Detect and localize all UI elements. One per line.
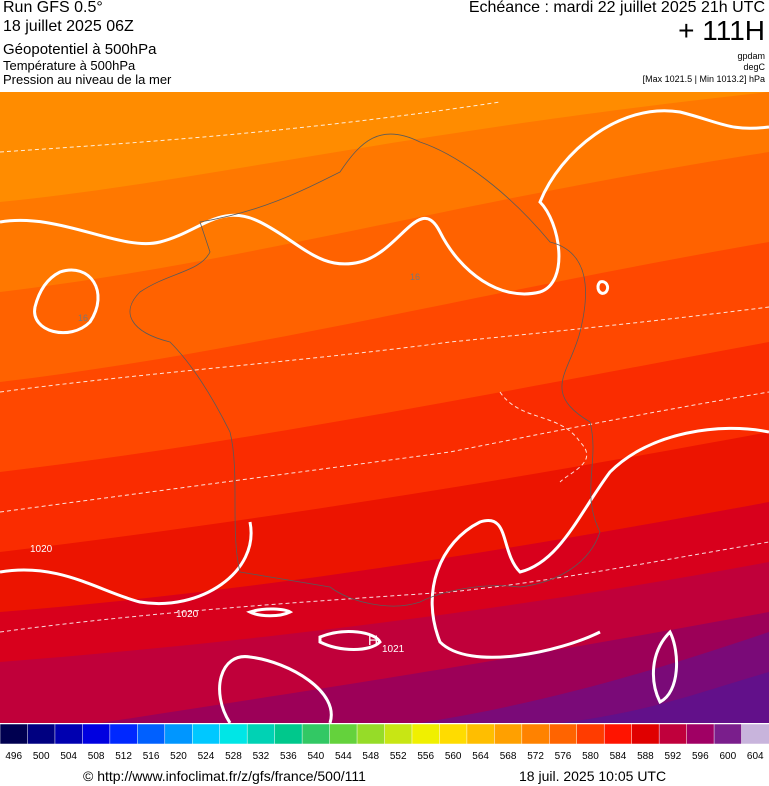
colorbar-label: 540	[307, 751, 324, 762]
colorbar-label: 496	[5, 751, 22, 762]
contour-label: 1021	[382, 644, 405, 655]
color-swatch	[219, 724, 248, 745]
unit: gpdam	[737, 51, 765, 61]
colorbar-label: 508	[88, 751, 105, 762]
field-title: Température à 500hPa	[3, 58, 136, 73]
map: 1020 1020 1021 H 16 16	[0, 92, 769, 723]
unit: degC	[743, 62, 765, 72]
colorbar-label: 584	[610, 751, 627, 762]
colorbar-label: 592	[665, 751, 682, 762]
colorbar-label: 560	[445, 751, 462, 762]
colorbar-label: 572	[527, 751, 544, 762]
color-swatch	[631, 724, 660, 745]
colorbar-label: 604	[747, 751, 764, 762]
isotherms	[0, 101, 769, 633]
colorbar-label: 528	[225, 751, 242, 762]
color-swatch	[494, 724, 523, 745]
color-swatch	[109, 724, 139, 745]
color-swatch	[466, 724, 496, 745]
color-swatch	[713, 724, 743, 745]
color-swatch	[27, 724, 56, 745]
timestamp: 18 juil. 2025 10:05 UTC	[519, 768, 667, 784]
colorbar-label: 588	[637, 751, 654, 762]
color-swatch	[246, 724, 276, 745]
color-swatch	[549, 724, 578, 745]
color-swatch	[137, 724, 166, 745]
isobars	[0, 109, 769, 723]
colorbar-label: 500	[33, 751, 50, 762]
colorbar: 496 500 504 508 512 516 520 524 528 532 536 540 544 5…	[0, 724, 769, 762]
color-swatch	[356, 724, 386, 745]
color-swatch	[274, 724, 303, 745]
run: Run GFS 0.5°	[3, 0, 103, 16]
colorbar-label: 548	[362, 751, 379, 762]
band	[560, 672, 769, 723]
color-swatch	[82, 724, 111, 745]
source-url: © http://www.infoclimat.fr/z/gfs/france/…	[83, 768, 366, 784]
colorbar-label: 600	[719, 751, 736, 762]
borders	[129, 133, 601, 607]
echeance: Echéance : mardi 22 juillet 2025 21h UTC	[468, 0, 765, 16]
colorbar-label: 576	[555, 751, 572, 762]
color-swatch	[192, 724, 221, 745]
color-swatch	[603, 724, 633, 745]
colorbar-label: 520	[170, 751, 187, 762]
colorbar-label: 552	[390, 751, 407, 762]
color-swatch	[329, 724, 358, 745]
colorbar-label: 524	[198, 751, 215, 762]
color-swatch	[301, 724, 331, 745]
colorbar-label: 556	[417, 751, 434, 762]
color-swatch	[686, 724, 715, 745]
colorbar-label: 580	[582, 751, 599, 762]
run-date: 18 juillet 2025 06Z	[3, 18, 134, 35]
field-title: Pression au niveau de la mer	[3, 72, 172, 87]
high-marker: H	[368, 632, 378, 648]
colorbar-label: 504	[60, 751, 77, 762]
colorbar-label: 568	[500, 751, 517, 762]
contour-label: 16	[410, 272, 420, 282]
colorbar-label: 516	[143, 751, 160, 762]
color-swatch	[0, 724, 29, 745]
colorbar-label: 532	[253, 751, 270, 762]
colorbar-label: 564	[472, 751, 489, 762]
color-swatch	[54, 724, 84, 745]
pressure-range: [Max 1021.5 | Min 1013.2] hPa	[642, 74, 765, 84]
colorbar-label: 544	[335, 751, 352, 762]
colorbar-label: 512	[115, 751, 132, 762]
color-swatch	[521, 724, 551, 745]
contour-label: 1020	[30, 544, 53, 555]
lead-time: + 111H	[678, 15, 765, 46]
color-swatch	[741, 724, 769, 745]
contour-label: 16	[78, 313, 88, 323]
field-title: Géopotentiel à 500hPa	[3, 41, 157, 58]
color-swatch	[384, 724, 413, 745]
color-swatch	[658, 724, 688, 745]
color-swatch	[411, 724, 441, 745]
color-swatch	[164, 724, 194, 745]
colorbar-label: 596	[692, 751, 709, 762]
colorbar-label: 536	[280, 751, 297, 762]
color-swatch	[576, 724, 605, 745]
contour-label: 1020	[176, 609, 199, 620]
color-swatch	[439, 724, 468, 745]
